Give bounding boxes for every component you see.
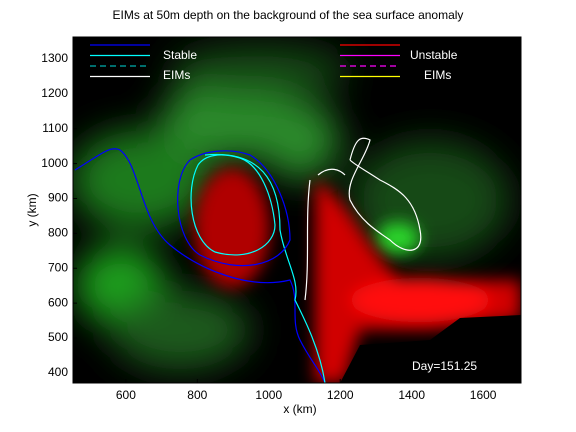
legend-label: Stable <box>163 48 197 62</box>
y-tick-label: 600 <box>48 295 68 309</box>
x-axis-label: x (km) <box>283 402 316 416</box>
field <box>73 37 521 383</box>
legend-label: Unstable <box>410 48 458 62</box>
land <box>340 315 521 383</box>
x-tick-label: 1400 <box>398 388 425 402</box>
annotation: Day=151.25 <box>412 359 477 373</box>
x-tick-label: 1000 <box>255 388 282 402</box>
y-tick-label: 500 <box>48 330 68 344</box>
red-field <box>194 168 521 383</box>
contours <box>74 137 422 383</box>
y-tick-label: 1000 <box>41 156 68 170</box>
y-axis-label: y (km) <box>25 193 39 226</box>
axes-box <box>72 36 522 384</box>
x-tick-label: 1200 <box>327 388 354 402</box>
legend-label: EIMs <box>163 68 190 82</box>
y-tick-label: 1100 <box>42 121 68 135</box>
y-tick-label: 1300 <box>41 51 68 65</box>
y-tick-label: 800 <box>48 226 68 240</box>
x-tick-label: 1600 <box>470 388 497 402</box>
legend-label: EIMs <box>424 68 451 82</box>
y-tick-label: 700 <box>48 260 68 274</box>
y-tick-label: 1200 <box>41 86 68 100</box>
x-tick-label: 600 <box>116 388 136 402</box>
x-tick-label: 800 <box>187 388 207 402</box>
chart-title: EIMs at 50m depth on the background of t… <box>113 8 464 22</box>
y-tick-label: 900 <box>48 191 68 205</box>
y-tick-label: 400 <box>48 365 68 379</box>
green-eddy <box>376 222 420 254</box>
